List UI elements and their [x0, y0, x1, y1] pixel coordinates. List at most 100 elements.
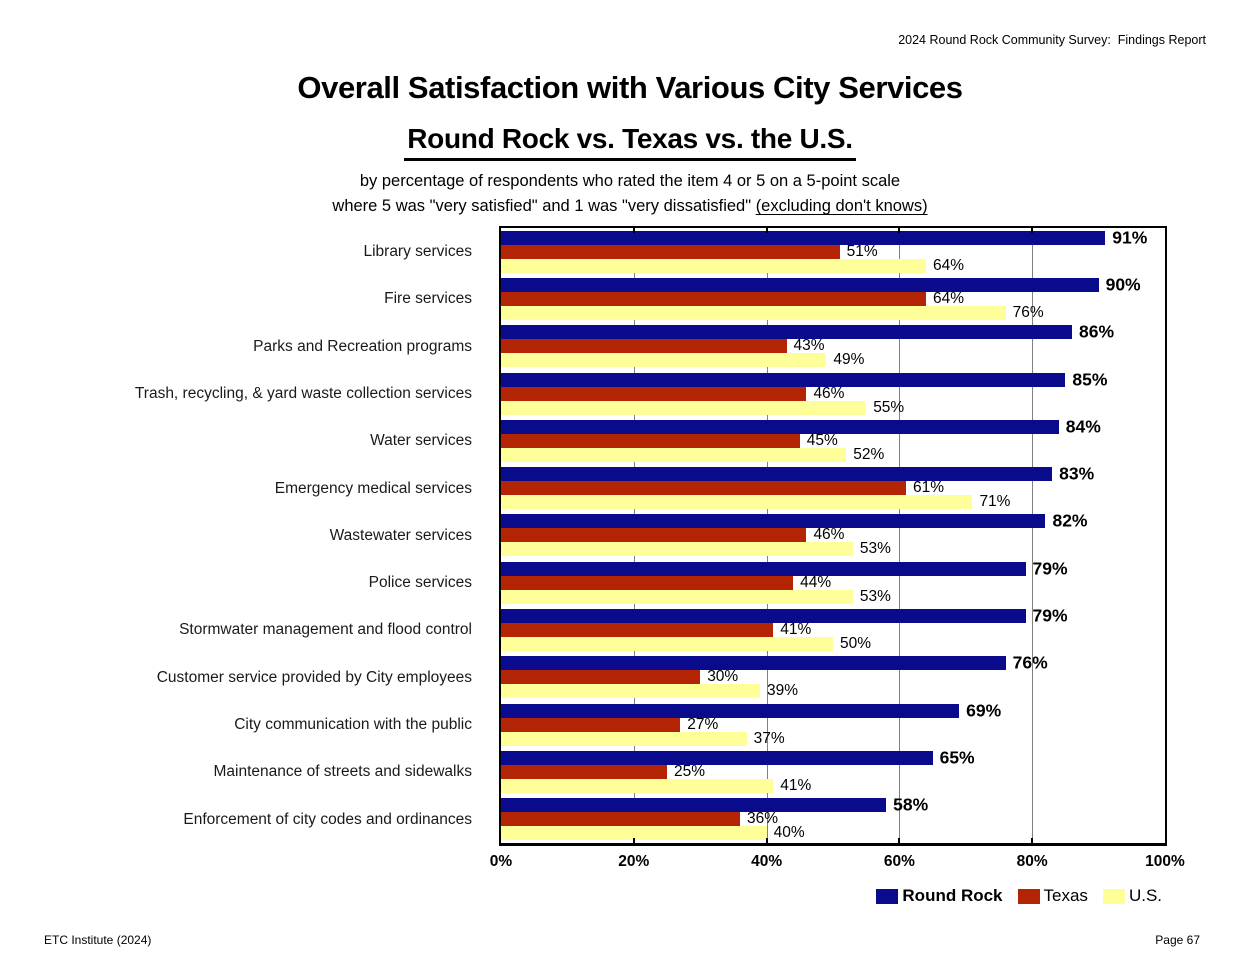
category-label: Trash, recycling, & yard waste collectio… [134, 384, 472, 402]
chart-title: Overall Satisfaction with Various City S… [297, 70, 963, 105]
bar-value-label: 83% [1059, 463, 1095, 484]
bar-value-label: 71% [979, 493, 1011, 511]
bar-value-label: 82% [1052, 510, 1088, 531]
legend-item: Round Rock [876, 886, 1003, 906]
bar-value-label: 79% [1032, 558, 1068, 579]
bar-value-label: 50% [840, 635, 872, 653]
bar-value-label: 39% [766, 682, 798, 700]
x-axis-tick-label: 60% [883, 853, 915, 870]
category-label: Customer service provided by City employ… [156, 668, 472, 686]
bar-round-rock [501, 419, 1059, 434]
bar-value-label: 91% [1112, 227, 1148, 248]
chart-subtitle-row: Round Rock vs. Texas vs. the U.S. [0, 123, 1260, 161]
bar-value-label: 44% [800, 573, 832, 591]
bar-texas [501, 291, 926, 306]
bar-round-rock [501, 325, 1073, 340]
category-label: Library services [363, 243, 472, 260]
bar-value-label: 64% [932, 289, 964, 307]
bar-texas [501, 670, 701, 685]
bar-value-label: 65% [939, 747, 975, 768]
footer-source-text: ETC Institute (2024) [44, 933, 152, 947]
x-axis-tick-label: 0% [489, 853, 513, 870]
axis-tick [898, 228, 901, 233]
bar-u-s [501, 731, 747, 746]
bar-value-label: 84% [1065, 416, 1101, 437]
bar-texas [501, 386, 807, 401]
bar-u-s [501, 495, 973, 510]
category-axis: Library services Fire services Parks and R… [0, 228, 487, 843]
x-axis-tick-label: 100% [1145, 853, 1185, 870]
bar-value-label: 52% [853, 445, 885, 463]
bar-value-label: 41% [780, 621, 812, 639]
axis-tick [765, 228, 768, 233]
bar-value-label: 46% [813, 526, 845, 544]
bar-value-label: 85% [1072, 369, 1108, 390]
legend-label: Round Rock [902, 886, 1003, 905]
bar-value-label: 27% [687, 715, 719, 733]
legend-item: Texas [1017, 886, 1088, 906]
bar-u-s [501, 778, 774, 793]
chart-note-line2-plain: where 5 was "very satisfied" and 1 was "… [332, 197, 756, 215]
bar-value-label: 58% [893, 794, 929, 815]
axis-tick [632, 228, 635, 233]
bar-u-s [501, 637, 833, 652]
x-axis-tick-label: 40% [751, 853, 783, 870]
bar-u-s [501, 353, 827, 368]
x-axis: 0% 20% 40% 60% 80% 100% [490, 853, 1185, 875]
bar-texas [501, 764, 667, 779]
bar-value-label: 79% [1032, 605, 1068, 626]
chart-legend: Round Rock Texas U.S. [876, 886, 1162, 906]
bar-value-label: 76% [1012, 652, 1048, 673]
bar-round-rock [501, 277, 1099, 292]
bar-u-s [501, 684, 760, 699]
bar-texas [501, 433, 800, 448]
axis-tick [1031, 838, 1034, 843]
x-axis-tick-label: 20% [618, 853, 650, 870]
bar-value-label: 37% [753, 729, 785, 747]
bar-texas [501, 481, 907, 496]
bar-value-label: 55% [873, 398, 905, 416]
legend-label: Texas [1043, 886, 1088, 905]
bar-round-rock [501, 798, 887, 813]
category-label: Wastewater services [329, 526, 472, 544]
bar-texas [501, 339, 787, 354]
bar-value-label: 30% [707, 668, 739, 686]
gridline [1032, 228, 1034, 843]
chart-note-line2: where 5 was "very satisfied" and 1 was "… [0, 197, 1260, 216]
bar-round-rock [501, 750, 933, 765]
bar-round-rock [501, 561, 1026, 576]
category-label: Stormwater management and flood control [179, 621, 472, 639]
bar-round-rock [501, 230, 1106, 245]
category-label: Enforcement of city codes and ordinances [183, 810, 472, 828]
category-label: Fire services [384, 290, 472, 308]
bar-u-s [501, 258, 926, 273]
bar-round-rock [501, 467, 1053, 482]
bar-value-label: 46% [813, 384, 845, 402]
axis-tick [898, 838, 901, 843]
bar-round-rock [501, 372, 1066, 387]
bar-value-label: 43% [793, 337, 825, 355]
bar-value-label: 45% [806, 431, 838, 449]
category-label: Emergency medical services [274, 479, 472, 497]
bar-value-label: 64% [932, 256, 964, 274]
bar-chart-plot-area: 91% 51% 64% 90% 64% 76% 86% 43% 49% 85% 46% 55% 84% 4… [499, 226, 1167, 846]
bar-value-label: 53% [859, 540, 891, 558]
bar-round-rock [501, 514, 1046, 529]
legend-item: U.S. [1102, 886, 1162, 906]
x-axis-tick-label: 80% [1016, 853, 1048, 870]
bar-texas [501, 528, 807, 543]
axis-tick [632, 838, 635, 843]
bar-u-s [501, 826, 767, 841]
gridline [899, 228, 901, 843]
bar-u-s [501, 589, 853, 604]
bar-round-rock [501, 703, 960, 718]
bar-value-label: 76% [1012, 303, 1044, 321]
bar-value-label: 61% [913, 479, 945, 497]
bar-value-label: 40% [773, 824, 805, 842]
bar-u-s [501, 305, 1006, 320]
bar-texas [501, 575, 794, 590]
bar-value-label: 49% [833, 351, 865, 369]
legend-label: U.S. [1128, 886, 1162, 905]
bar-texas [501, 812, 741, 827]
bar-round-rock [501, 656, 1006, 671]
